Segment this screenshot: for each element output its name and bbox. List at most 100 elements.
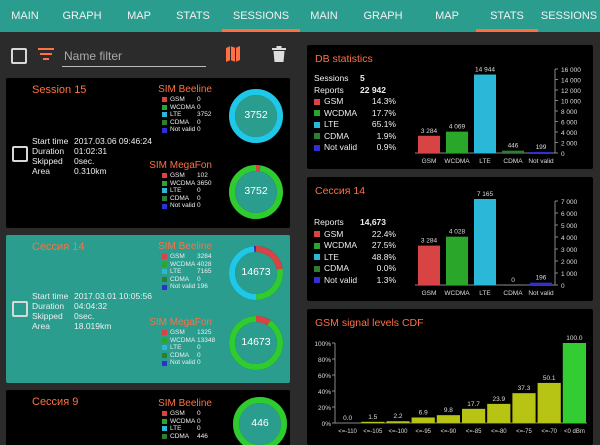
stat-value: 65.1%: [371, 119, 396, 129]
tab-stats[interactable]: STATS: [476, 0, 538, 32]
sim-row: WCDMA 13348: [162, 337, 215, 345]
sim-row: Not valid 0: [162, 126, 211, 134]
tab-main[interactable]: MAIN: [11, 10, 39, 22]
info-row: Area 18.019km: [32, 321, 152, 331]
sim-row-label: GSM: [170, 96, 185, 103]
ring-segment-wcdma: [229, 246, 283, 300]
cdf-bar: [487, 403, 511, 423]
sim-row: CDMA 0: [162, 119, 211, 127]
session-checkbox[interactable]: [12, 301, 28, 317]
legend-swatch: [162, 112, 167, 118]
stat-label: Not valid: [324, 142, 358, 152]
tab-stats[interactable]: STATS: [176, 10, 210, 22]
session-title: Сессия 9: [32, 396, 79, 408]
y-tick-label: 0%: [322, 421, 332, 428]
info-value: 0.310km: [74, 166, 107, 176]
y-tick-label: 10 000: [561, 99, 581, 106]
x-tick-label: <=-90: [441, 429, 457, 435]
stat-label: CDMA: [324, 263, 350, 273]
info-row: Area 0.310km: [32, 166, 152, 176]
legend-swatch: [162, 434, 167, 440]
session-card[interactable]: Сессия 14 Start time 2017.03.01 10:05:56 Du…: [6, 235, 290, 383]
x-tick-label: CDMA: [503, 290, 523, 297]
panel-title: GSM signal levels CDF: [315, 317, 424, 329]
info-key: Duration: [32, 146, 65, 156]
info-key: Skipped: [32, 311, 63, 321]
report-ring: [229, 89, 283, 143]
sim-row: Not valid 0: [162, 202, 211, 210]
sim-row: GSM 3284: [162, 253, 211, 261]
sim-row-value: 3752: [197, 111, 212, 119]
bar-value-label: 2.2: [393, 413, 402, 420]
legend-swatch: [162, 418, 167, 424]
legend-swatch: [314, 242, 320, 249]
right-tab-bar: MAIN GRAPH MAP STATS SESSIONS: [300, 0, 600, 32]
ring-segment-lte: [229, 89, 283, 143]
sim-row: Not valid 0: [162, 359, 215, 367]
sim-row-label: Not valid: [170, 359, 196, 367]
bar-wcdma: [446, 236, 468, 285]
info-value: 01:02:31: [74, 146, 108, 156]
bar-value-label: 4 069: [449, 124, 466, 131]
session-info: Start time 2017.03.06 09:46:24 Duration 01:…: [32, 136, 152, 176]
info-key: Duration: [32, 301, 65, 311]
gsm-cdf-panel: GSM signal levels CDF 0% 20% 40% 60% 80% 100%…: [307, 309, 593, 445]
session-card[interactable]: Сессия 9 SIM Beeline GSM 0 WCDMA 0 LTE 0 CDMA 446…: [6, 390, 290, 445]
sim-row-value: 1325: [197, 329, 212, 336]
reports-value: 22 942: [360, 84, 386, 95]
sessions-label: Sessions: [314, 73, 349, 83]
y-tick-label: 40%: [318, 389, 331, 396]
info-key: Start time: [32, 136, 69, 146]
reports-value: 14,673: [360, 217, 386, 227]
name-filter-input[interactable]: [62, 46, 206, 67]
cdf-bar: [411, 417, 435, 423]
sim-row-label: WCDMA: [170, 260, 196, 268]
sim-row: CDMA 0: [162, 276, 211, 284]
trash-icon[interactable]: [272, 46, 286, 62]
bar-value-label: 1.5: [368, 414, 377, 421]
tab-map[interactable]: MAP: [127, 10, 151, 22]
tab-sessions[interactable]: SESSIONS: [222, 0, 300, 32]
sim-row: GSM 1325: [162, 329, 215, 337]
legend-swatch: [162, 411, 167, 417]
bar-value-label: 3 284: [421, 238, 438, 245]
sim-row-value: 0: [197, 103, 201, 111]
y-tick-label: 60%: [318, 373, 331, 380]
panel-title: DB statistics: [315, 53, 373, 65]
ring-total: 3752: [244, 109, 268, 121]
sim-row-label: LTE: [170, 425, 182, 433]
info-value: 0sec.: [74, 311, 95, 321]
sim-row-label: GSM: [170, 253, 185, 260]
session-card[interactable]: Session 15 Start time 2017.03.06 09:46:24 D…: [6, 78, 290, 228]
tab-map[interactable]: MAP: [435, 10, 459, 22]
left-tab-bar: MAIN GRAPH MAP STATS SESSIONS: [0, 0, 300, 32]
sim-table: GSM 3284 WCDMA 4028 LTE 7165 CDMA 0 Not valid 196: [162, 253, 211, 291]
tab-graph[interactable]: GRAPH: [363, 10, 403, 22]
filter-icon[interactable]: [38, 48, 54, 62]
tab-sessions[interactable]: SESSIONS: [540, 10, 598, 22]
stats-pane: MAIN GRAPH MAP STATS SESSIONS DB statistics …: [300, 0, 600, 445]
legend-swatch: [314, 110, 320, 117]
stat-row: WCDMA 17.7%: [314, 108, 396, 120]
sim-row: CDMA 0: [162, 195, 211, 203]
legend-swatch: [162, 104, 167, 110]
y-tick-label: 7 000: [561, 199, 578, 206]
stat-row: LTE 65.1%: [314, 119, 396, 131]
stat-label: CDMA: [324, 130, 350, 141]
sim-row: LTE 3752: [162, 111, 211, 119]
legend-swatch: [314, 254, 320, 261]
sim-row-value: 0: [197, 118, 201, 126]
map-icon[interactable]: [226, 46, 240, 62]
stat-row: Not valid 1.3%: [314, 275, 396, 287]
sim-table: GSM 102 WCDMA 3650 LTE 0 CDMA 0 Not valid 0: [162, 172, 211, 210]
sim-row-label: WCDMA: [170, 179, 196, 187]
sim-row-label: Not valid: [170, 283, 196, 291]
session-checkbox[interactable]: [12, 146, 28, 162]
sim-row: LTE 0: [162, 344, 215, 352]
tab-graph[interactable]: GRAPH: [62, 10, 102, 22]
tab-main[interactable]: MAIN: [310, 10, 338, 22]
stat-value: 1.9%: [376, 130, 396, 141]
legend-swatch: [162, 284, 167, 290]
sim-row-label: Not valid: [170, 202, 196, 210]
select-all-checkbox[interactable]: [11, 48, 27, 64]
